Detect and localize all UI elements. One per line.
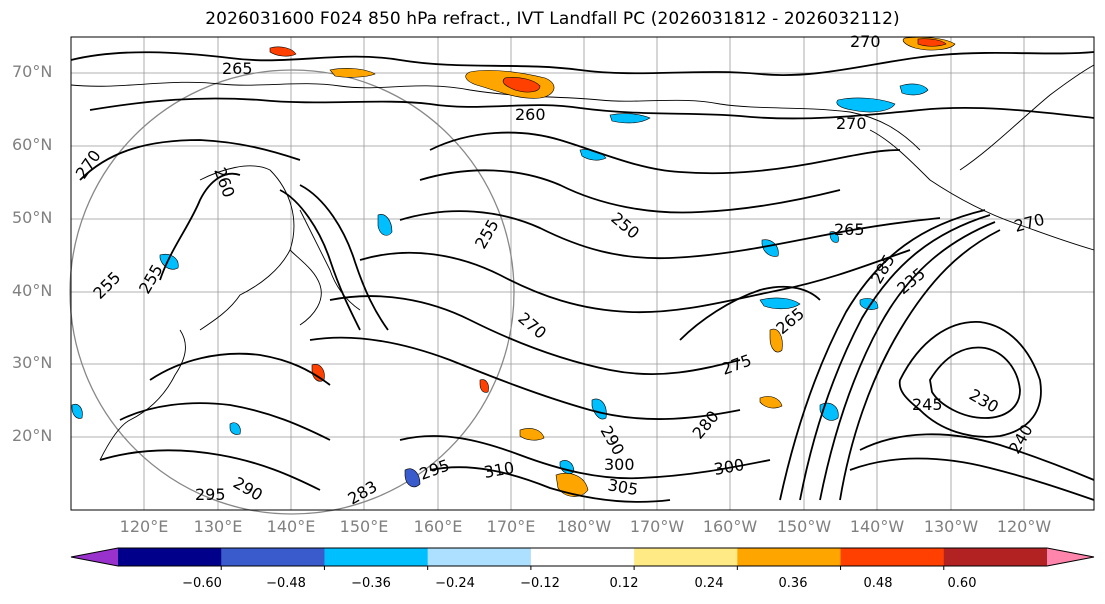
colorbar-segment (221, 548, 325, 566)
lon-label: 140°E (266, 517, 316, 536)
lon-label: 140°W (849, 517, 905, 536)
colorbar-segment (737, 548, 842, 566)
contour-label: 270 (850, 32, 881, 51)
lon-label: 170°E (486, 517, 536, 536)
lon-label: 150°W (776, 517, 832, 536)
contour-label: 260 (515, 105, 546, 124)
range-circle (69, 69, 515, 515)
graticule (71, 37, 1094, 510)
contour-label: 265 (222, 59, 253, 78)
shaded-patches (71, 36, 956, 497)
lon-label: 180°W (556, 517, 612, 536)
colorbar-segment (530, 548, 635, 566)
colorbar-tick-label: −0.48 (266, 576, 306, 591)
lon-label: 120°E (119, 517, 169, 536)
colorbar-tick-label: −0.60 (182, 576, 222, 591)
lon-label: 130°W (923, 517, 979, 536)
colorbar-outline (70, 547, 1095, 567)
colorbar-tick-label: −0.24 (435, 576, 475, 591)
colorbar-tick-label: 0.60 (947, 576, 977, 591)
colorbar-segment (943, 548, 1048, 566)
lat-label: 50°N (12, 208, 53, 227)
colorbar-tick-label: 0.48 (863, 576, 893, 591)
colorbar-segment (634, 548, 738, 566)
lon-label: 130°E (193, 517, 243, 536)
colorbar-tick-label: 0.12 (609, 576, 639, 591)
map-title: 2026031600 F024 850 hPa refract., IVT La… (205, 9, 900, 29)
colorbar-tick-label: 0.24 (694, 576, 724, 591)
colorbar-extend-low (71, 548, 118, 566)
lat-label: 70°N (12, 62, 53, 81)
refractivity-contours (70, 51, 1095, 503)
contour-label: 265 (834, 220, 865, 239)
contour-label: 245 (912, 395, 943, 414)
lat-label: 20°N (12, 426, 53, 445)
lat-label: 40°N (12, 281, 53, 300)
colorbar-tick-label: −0.12 (520, 576, 560, 591)
colorbar-segment (118, 548, 222, 566)
lon-label: 160°E (413, 517, 463, 536)
lon-label: 150°E (339, 517, 389, 536)
contour-label: 300 (604, 455, 635, 474)
lon-label: 120°W (996, 517, 1052, 536)
colorbar-extend-high (1047, 548, 1094, 566)
lon-label: 160°W (702, 517, 758, 536)
contour-label: 295 (195, 485, 226, 504)
lon-label: 170°W (629, 517, 685, 536)
colorbar-segment (324, 548, 429, 566)
colorbar-tick-label: 0.36 (778, 576, 808, 591)
colorbar-segment (840, 548, 945, 566)
lat-label: 60°N (12, 135, 53, 154)
colorbar-tick-label: −0.36 (351, 576, 391, 591)
colorbar-segment (427, 548, 532, 566)
colorbar (70, 547, 1095, 570)
contour-label: 270 (836, 114, 867, 133)
lat-label: 30°N (12, 353, 53, 372)
map-frame (70, 36, 1095, 511)
map-plot-area: 270 265 260 270 270 260 255 255 250 265 … (69, 32, 1095, 515)
